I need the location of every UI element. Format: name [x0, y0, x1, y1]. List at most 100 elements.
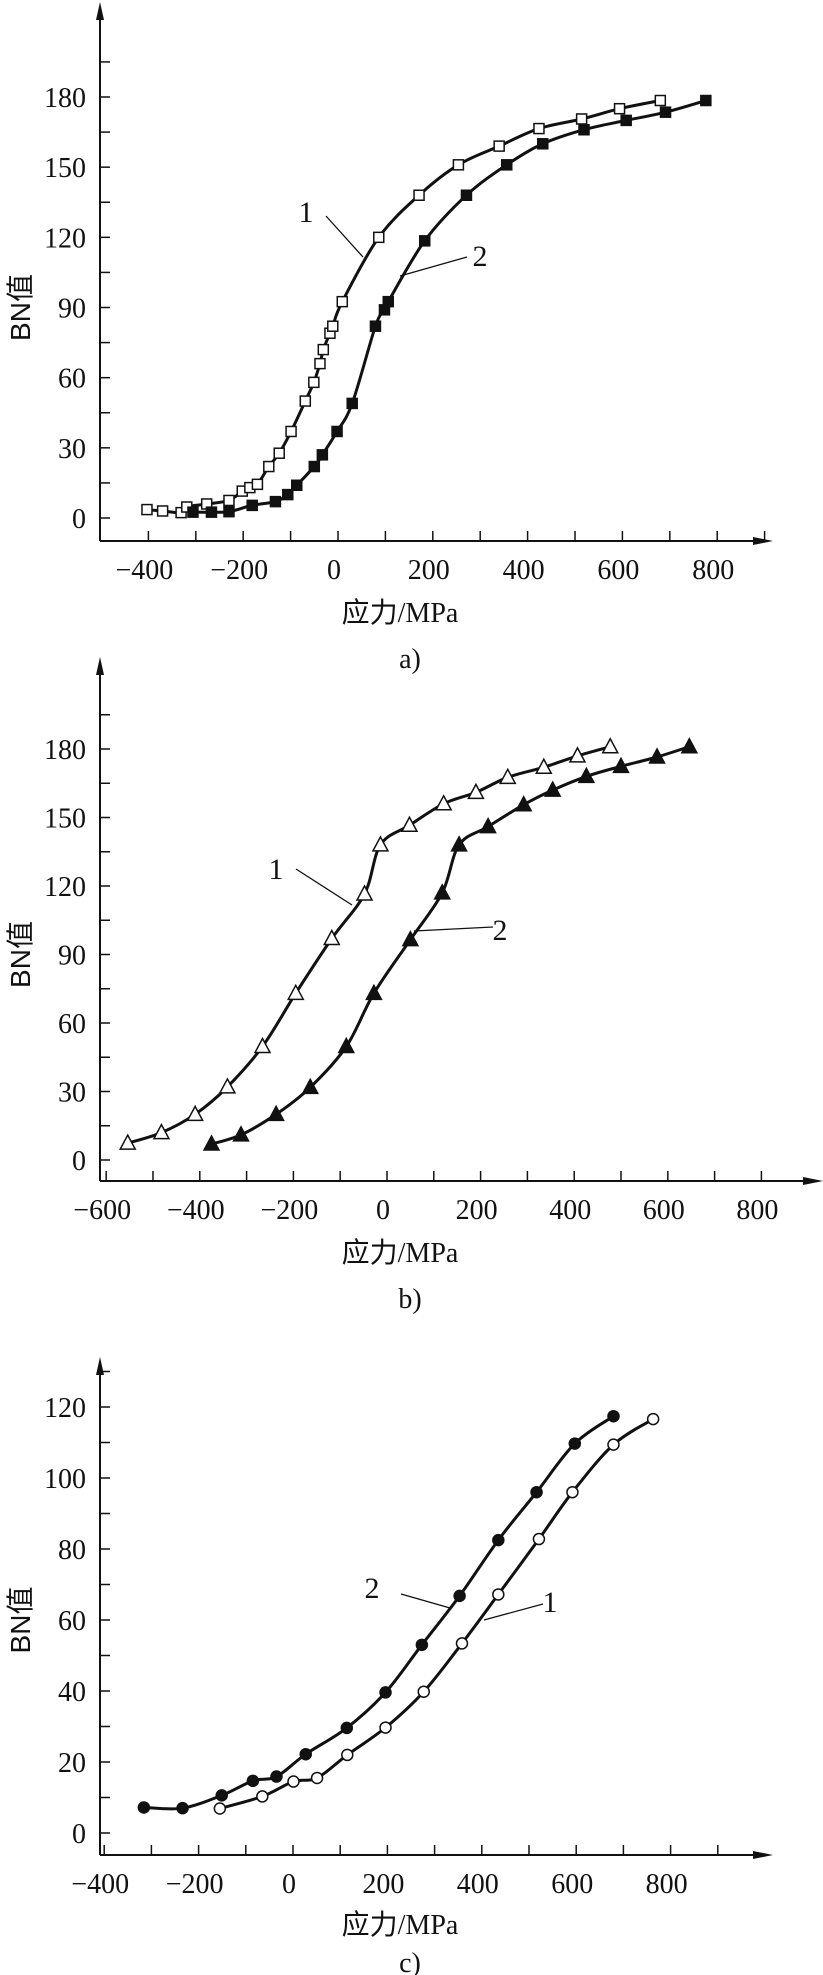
data-point-square [659, 106, 672, 118]
data-point-square [500, 159, 513, 171]
y-axis-title: BN值 [5, 274, 36, 341]
data-point-triangle [286, 983, 305, 1001]
data-point-square [141, 503, 153, 516]
x-tick-label: −400 [116, 555, 174, 586]
data-point-circle [379, 1721, 392, 1734]
series-line-2 [192, 99, 707, 514]
chart-panel-c: 0 20 40 60 80 100 120 −400 −200 0 200 400 600 800 应力/M… [5, 1357, 773, 1975]
y-tick-label: 60 [58, 1606, 86, 1637]
data-point-circle [215, 1789, 228, 1802]
x-tick-label: 600 [551, 1869, 593, 1900]
data-point-triangle [434, 794, 453, 811]
data-point-circle [137, 1801, 151, 1814]
data-point-triangle [648, 747, 666, 764]
y-axis-title: BN值 [5, 1587, 36, 1654]
data-point-triangle [337, 1036, 356, 1054]
x-tick-label: −400 [167, 1195, 225, 1226]
data-point-square [246, 499, 258, 512]
y-tick-label: 60 [58, 364, 86, 395]
data-point-circle [415, 1638, 429, 1652]
data-point-square [613, 102, 626, 115]
data-point-square [654, 94, 667, 107]
data-point-circle [492, 1533, 505, 1547]
data-point-triangle [612, 756, 630, 774]
y-tick-label: 40 [58, 1677, 86, 1708]
data-point-circle [492, 1588, 505, 1601]
x-tick-label: 800 [736, 1195, 778, 1226]
data-point-triangle [301, 1077, 320, 1095]
data-point-square [291, 479, 303, 492]
x-tick-label: 0 [282, 1869, 296, 1900]
data-point-triangle [543, 780, 562, 797]
data-point-square [314, 357, 326, 370]
data-point-triangle [323, 928, 341, 946]
data-point-square [205, 506, 218, 518]
data-point-circle [417, 1685, 430, 1698]
data-point-circle [379, 1686, 392, 1699]
panel-label: c) [399, 1948, 421, 1975]
data-point-triangle [535, 757, 553, 775]
annotation-leader-line [413, 926, 494, 932]
data-point-square [452, 159, 465, 171]
data-point-square [418, 235, 431, 247]
y-tick-label: 100 [44, 1464, 86, 1495]
data-point-circle [340, 1721, 354, 1735]
data-point-triangle [152, 1123, 171, 1140]
y-tick-label: 80 [58, 1535, 86, 1566]
data-point-square [299, 395, 312, 407]
data-point-square [700, 94, 712, 107]
data-point-square [578, 123, 590, 136]
data-point-triangle [218, 1077, 237, 1094]
data-point-square [575, 113, 588, 125]
data-point-square [346, 397, 358, 410]
x-tick-label: 800 [692, 555, 734, 586]
data-point-triangle [514, 795, 533, 812]
data-point-square [382, 295, 394, 308]
data-point-circle [607, 1438, 620, 1451]
annotation-leader-line [400, 1593, 451, 1609]
y-tick-label: 150 [44, 804, 86, 835]
data-point-square [336, 295, 349, 308]
y-axis-arrow-icon [96, 2, 104, 20]
x-tick-label: −400 [71, 1869, 129, 1900]
data-point-circle [287, 1775, 300, 1788]
data-point-square [460, 189, 473, 201]
y-axis-title: BN值 [5, 921, 36, 988]
data-point-triangle [400, 815, 419, 833]
data-point-circle [532, 1532, 546, 1546]
data-point-triangle [202, 1134, 221, 1151]
data-point-square [331, 425, 343, 438]
x-tick-label: 200 [362, 1869, 404, 1900]
data-point-triangle [433, 883, 451, 900]
panel-label: a) [399, 644, 421, 675]
y-tick-label: 120 [44, 872, 86, 903]
y-tick-label: 90 [58, 941, 86, 972]
curve-label: 2 [473, 240, 488, 273]
data-point-square [223, 494, 235, 507]
curve-label: 1 [543, 1586, 558, 1619]
data-point-circle [568, 1437, 582, 1450]
data-point-triangle [568, 746, 587, 763]
x-tick-label: −600 [73, 1195, 131, 1226]
x-tick-label: 0 [327, 555, 341, 586]
data-point-circle [607, 1409, 620, 1423]
data-point-triangle [371, 835, 390, 852]
data-point-square [493, 140, 505, 152]
x-tick-label: 600 [597, 555, 639, 586]
data-point-triangle [365, 983, 383, 1001]
chart-panel-b: 0 30 60 90 120 150 180 −600 −400 −200 0 200 400 600 80… [5, 657, 823, 1315]
data-point-square [187, 506, 199, 518]
data-point-triangle [401, 930, 420, 947]
annotation-leader-line [295, 868, 353, 906]
series-line-1 [146, 99, 661, 515]
x-tick-label: 200 [408, 555, 450, 586]
data-point-square [533, 122, 545, 135]
data-point-square [537, 138, 549, 150]
curve-label: 2 [365, 1572, 380, 1605]
data-point-square [308, 376, 320, 389]
x-axis-title: 应力/MPa [342, 597, 459, 629]
data-point-triangle [253, 1036, 272, 1054]
data-point-square [285, 425, 297, 438]
annotation-leader-line [399, 256, 468, 277]
data-point-circle [213, 1802, 227, 1815]
